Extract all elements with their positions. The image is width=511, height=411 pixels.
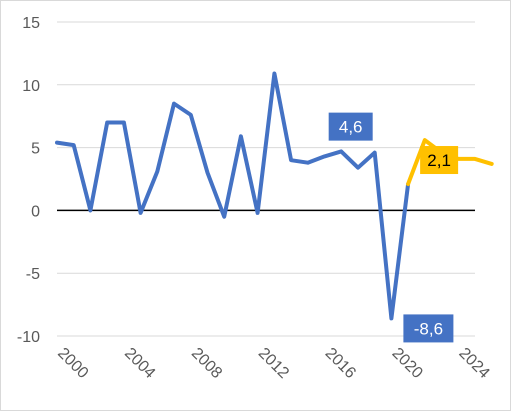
data-label-box (403, 314, 454, 343)
x-tick-label: 2012 (255, 345, 292, 382)
data-label-box (328, 112, 373, 141)
y-tick-label: 5 (31, 141, 40, 158)
data-labels: 4,6 -8,6 2,1 (328, 112, 459, 343)
y-tick-label: 0 (31, 203, 40, 220)
x-tick-label: 2016 (322, 345, 359, 382)
y-tick-label: 10 (22, 78, 40, 95)
data-label: -8,6 (414, 319, 443, 338)
y-tick-label: 15 (22, 15, 40, 32)
y-tick-label: -5 (26, 266, 40, 283)
x-tick-label: 2024 (455, 345, 492, 382)
y-tick-label: -10 (17, 329, 40, 346)
x-tick-label: 2000 (54, 345, 91, 382)
data-label: 2,1 (427, 151, 451, 170)
gridlines (57, 21, 475, 337)
x-tick-label: 2020 (389, 345, 426, 382)
y-axis-tick-labels: 15 10 5 0 -5 -10 (17, 15, 40, 346)
x-axis-tick-labels: 2000 2004 2008 2012 2016 2020 2024 (54, 345, 493, 382)
x-tick-label: 2004 (121, 345, 158, 382)
series-lines (55, 71, 494, 321)
x-tick-label: 2008 (188, 345, 225, 382)
data-label-box (420, 146, 459, 175)
series-line (55, 71, 411, 321)
data-label: 4,6 (339, 118, 363, 137)
